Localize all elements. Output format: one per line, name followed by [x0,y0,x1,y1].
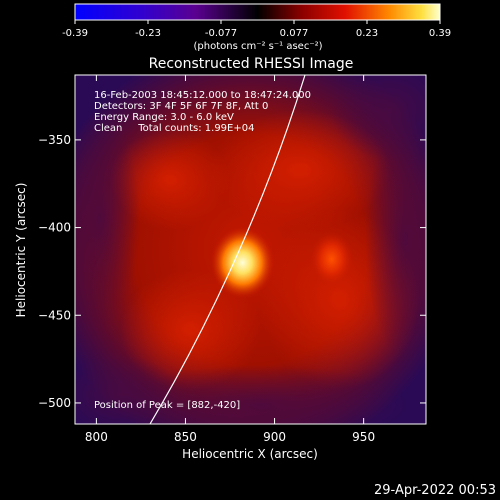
info-block: 16-Feb-2003 18:45:12.000 to 18:47:24.000… [94,90,311,134]
x-tick-label: 800 [85,430,108,444]
info-line: Clean Total counts: 1.99E+04 [94,123,254,134]
colorbar-tick-label: 0.39 [429,28,451,39]
colorbar-tick-label: 0.23 [356,28,378,39]
x-tick-label: 950 [352,430,375,444]
colorbar-units: (photons cm⁻² s⁻¹ asec⁻²) [193,41,322,52]
y-tick-label: −350 [38,133,71,147]
secondary-source [309,231,354,288]
colorbar-tick-label: -0.077 [205,28,237,39]
y-axis-label: Heliocentric Y (arcsec) [14,183,28,318]
y-axis-ticks: −350 −400 −450 −500 [38,133,426,410]
plot-timestamp: 29-Apr-2022 00:53 [374,483,496,498]
x-axis-label: Heliocentric X (arcsec) [182,447,318,461]
image-title: Reconstructed RHESSI Image [149,56,354,72]
solar-limb [149,75,306,424]
x-tick-label: 900 [263,430,286,444]
colorbar-frame [74,3,441,21]
info-line: Energy Range: 3.0 - 6.0 keV [94,112,234,123]
info-line: Detectors: 3F 4F 5F 6F 7F 8F, Att 0 [94,101,268,112]
colorbar [75,4,440,20]
colorbar-tick-label: 0.077 [280,28,309,39]
x-tick-label: 850 [174,430,197,444]
info-line: 16-Feb-2003 18:45:12.000 to 18:47:24.000 [94,90,311,101]
peak-position-label: Position of Peak = [882,-420] [94,400,240,411]
plot-frame [74,74,427,425]
y-tick-label: −450 [38,308,71,322]
peak-source [210,226,275,299]
colorbar-tick-label: -0.39 [62,28,88,39]
x-axis-ticks: 800 850 900 950 [85,75,375,444]
colorbar-tick-label: -0.23 [135,28,161,39]
colorbar-ticks: -0.39 -0.23 -0.077 0.077 0.23 0.39 [62,20,451,39]
y-tick-label: −500 [38,396,71,410]
y-tick-label: −400 [38,221,71,235]
heatmap [75,75,426,424]
